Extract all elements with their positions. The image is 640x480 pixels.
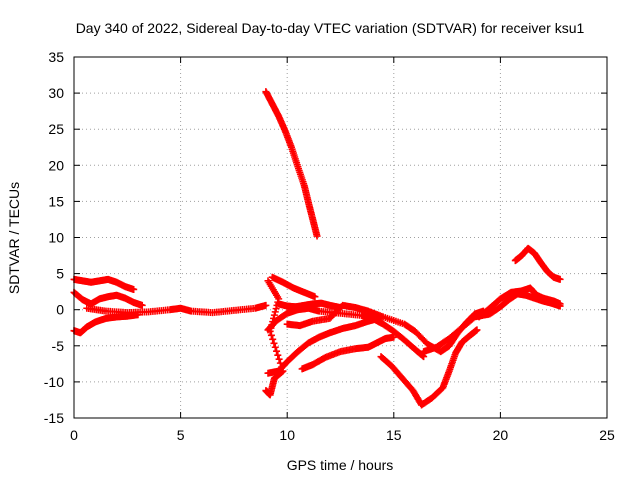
series-arc-dip bbox=[377, 326, 481, 409]
data-point bbox=[273, 347, 281, 355]
data-point bbox=[375, 314, 383, 322]
series-arc-steep bbox=[262, 88, 321, 240]
y-axis-label: SDTVAR / TECUs bbox=[6, 182, 22, 294]
x-tick-label: 25 bbox=[599, 427, 615, 443]
x-tick-label: 5 bbox=[177, 427, 185, 443]
data-point bbox=[269, 335, 277, 343]
data-point bbox=[556, 300, 564, 308]
series-arc-late-mid bbox=[475, 284, 564, 321]
series-arc-low-left bbox=[70, 311, 142, 337]
data-point bbox=[267, 331, 275, 339]
x-tick-label: 15 bbox=[386, 427, 402, 443]
data-point bbox=[313, 232, 321, 240]
data-point bbox=[279, 367, 287, 375]
data-point bbox=[267, 324, 275, 332]
x-tick-label: 0 bbox=[70, 427, 78, 443]
data-point bbox=[275, 355, 283, 363]
y-tick-label: 15 bbox=[48, 193, 64, 209]
x-tick-label: 20 bbox=[493, 427, 509, 443]
x-axis-label: GPS time / hours bbox=[287, 457, 394, 473]
data-point bbox=[270, 314, 278, 322]
data-point bbox=[130, 285, 138, 293]
data-point bbox=[270, 311, 278, 319]
series-arc-mid-left bbox=[70, 288, 146, 309]
data-point bbox=[269, 318, 277, 326]
data-point bbox=[556, 275, 564, 283]
series-arc-isolated bbox=[262, 277, 287, 399]
data-point bbox=[473, 326, 481, 334]
data-point bbox=[272, 305, 280, 313]
data-point bbox=[266, 327, 274, 335]
y-tick-label: -10 bbox=[44, 374, 64, 390]
data-point bbox=[271, 308, 279, 316]
data-point bbox=[138, 301, 146, 309]
series-arc-bottom-right bbox=[298, 333, 398, 373]
series-arc-upper-right bbox=[268, 273, 319, 301]
data-point bbox=[276, 359, 284, 367]
y-tick-label: 5 bbox=[56, 266, 64, 282]
y-tick-label: -5 bbox=[52, 338, 65, 354]
data-point bbox=[390, 333, 398, 341]
y-tick-label: 30 bbox=[48, 85, 64, 101]
chart-title: Day 340 of 2022, Sidereal Day-to-day VTE… bbox=[76, 20, 585, 36]
y-tick-label: 35 bbox=[48, 49, 64, 65]
data-point bbox=[311, 293, 319, 301]
data-point bbox=[264, 277, 272, 285]
series-arc-late-high bbox=[511, 244, 564, 283]
y-tick-label: -15 bbox=[44, 410, 64, 426]
series-arc-high-left bbox=[70, 275, 138, 293]
data-point bbox=[268, 321, 276, 329]
data-point bbox=[273, 301, 281, 309]
y-tick-label: 20 bbox=[48, 157, 64, 173]
data-point bbox=[262, 301, 270, 309]
axis-ticks: 0 5 10 15 20 25 -15 -10 -5 0 5 10 15 20 25 30 35 bbox=[44, 49, 615, 443]
series-arc-lower-right bbox=[264, 314, 383, 377]
y-tick-label: 25 bbox=[48, 121, 64, 137]
data-point bbox=[134, 311, 142, 319]
x-tick-label: 10 bbox=[279, 427, 295, 443]
series-arc-recovery bbox=[420, 290, 564, 356]
y-tick-label: 10 bbox=[48, 230, 64, 246]
data-point bbox=[274, 351, 282, 359]
y-tick-label: 0 bbox=[56, 302, 64, 318]
data-point bbox=[278, 363, 286, 371]
data-point bbox=[271, 343, 279, 351]
data-point bbox=[270, 339, 278, 347]
data-series bbox=[70, 88, 564, 409]
